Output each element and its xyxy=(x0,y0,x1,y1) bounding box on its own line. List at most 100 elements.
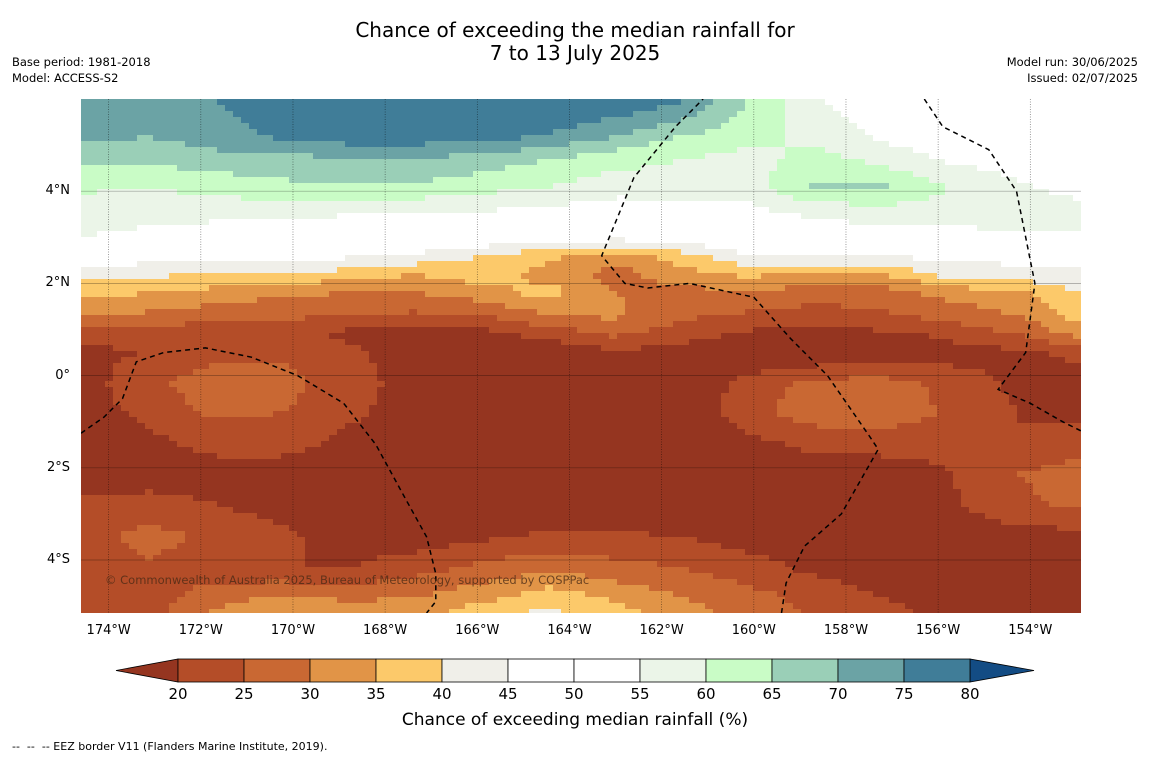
field-cell xyxy=(601,297,610,304)
field-cell xyxy=(865,99,874,106)
field-cell xyxy=(1041,225,1050,232)
field-cell xyxy=(505,321,514,328)
field-cell xyxy=(577,171,586,178)
field-cell xyxy=(713,183,722,190)
field-cell xyxy=(625,315,634,322)
field-cell xyxy=(753,123,762,130)
field-cell xyxy=(673,171,682,178)
field-cell xyxy=(505,273,514,280)
field-cell xyxy=(857,153,866,160)
field-cell xyxy=(209,243,218,250)
field-cell xyxy=(721,267,730,274)
field-cell xyxy=(625,273,634,280)
field-cell xyxy=(769,201,778,208)
field-cell xyxy=(561,165,570,172)
field-cell xyxy=(673,249,682,256)
field-cell xyxy=(737,159,746,166)
field-cell xyxy=(1009,147,1018,154)
field-cell xyxy=(993,267,1002,274)
field-cell xyxy=(945,285,954,292)
field-cell xyxy=(857,147,866,154)
field-cell xyxy=(497,171,506,178)
field-cell xyxy=(1001,111,1010,118)
field-cell xyxy=(769,333,778,340)
field-cell xyxy=(993,201,1002,208)
field-cell xyxy=(305,117,314,124)
field-cell xyxy=(865,321,874,328)
field-cell xyxy=(465,165,474,172)
field-cell xyxy=(177,261,186,268)
field-cell xyxy=(217,171,226,178)
field-cell xyxy=(1065,117,1074,124)
field-cell xyxy=(649,171,658,178)
field-cell xyxy=(681,327,690,334)
field-cell xyxy=(505,123,514,130)
field-cell xyxy=(81,141,90,148)
field-cell xyxy=(337,297,346,304)
field-cell xyxy=(297,171,306,178)
field-cell xyxy=(321,291,330,298)
field-cell xyxy=(985,267,994,274)
field-cell xyxy=(545,249,554,256)
field-cell xyxy=(201,231,210,238)
field-cell xyxy=(961,237,970,244)
field-cell xyxy=(113,285,122,292)
field-cell xyxy=(865,207,874,214)
field-cell xyxy=(417,255,426,262)
field-cell xyxy=(897,249,906,256)
field-cell xyxy=(993,255,1002,262)
field-cell xyxy=(681,111,690,118)
field-cell xyxy=(553,111,562,118)
field-cell xyxy=(409,201,418,208)
field-cell xyxy=(201,255,210,262)
field-cell xyxy=(769,243,778,250)
field-cell xyxy=(929,327,938,334)
field-cell xyxy=(425,123,434,130)
field-cell xyxy=(225,105,234,112)
field-cell xyxy=(193,195,202,202)
field-cell xyxy=(345,321,354,328)
field-cell xyxy=(793,207,802,214)
field-cell xyxy=(529,159,538,166)
field-cell xyxy=(593,327,602,334)
field-cell xyxy=(585,117,594,124)
field-cell xyxy=(697,177,706,184)
field-cell xyxy=(809,111,818,118)
field-cell xyxy=(113,177,122,184)
field-cell xyxy=(257,243,266,250)
field-cell xyxy=(641,315,650,322)
field-cell xyxy=(721,207,730,214)
field-cell xyxy=(729,303,738,310)
field-cell xyxy=(793,153,802,160)
field-cell xyxy=(801,189,810,196)
field-cell xyxy=(529,333,538,340)
field-cell xyxy=(273,255,282,262)
field-cell xyxy=(873,261,882,268)
field-cell xyxy=(177,225,186,232)
field-cell xyxy=(545,207,554,214)
field-cell xyxy=(417,267,426,274)
field-cell xyxy=(809,237,818,244)
field-cell xyxy=(329,237,338,244)
field-cell xyxy=(337,129,346,136)
field-cell xyxy=(761,147,770,154)
field-cell xyxy=(649,189,658,196)
field-cell xyxy=(993,273,1002,280)
field-cell xyxy=(433,327,442,334)
field-cell xyxy=(297,207,306,214)
field-cell xyxy=(281,273,290,280)
field-cell xyxy=(305,243,314,250)
field-cell xyxy=(553,195,562,202)
field-cell xyxy=(193,303,202,310)
field-cell xyxy=(193,315,202,322)
field-cell xyxy=(1017,201,1026,208)
field-cell xyxy=(657,267,666,274)
field-cell xyxy=(825,141,834,148)
field-cell xyxy=(289,237,298,244)
field-cell xyxy=(665,153,674,160)
field-cell xyxy=(513,111,522,118)
field-cell xyxy=(729,231,738,238)
field-cell xyxy=(921,129,930,136)
field-cell xyxy=(1025,135,1034,142)
field-cell xyxy=(753,327,762,334)
